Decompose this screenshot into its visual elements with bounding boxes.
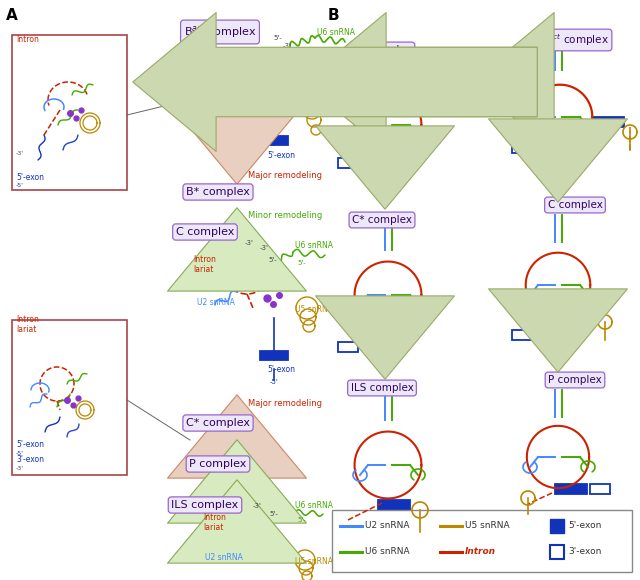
Bar — [550, 545, 564, 559]
Text: B* complex: B* complex — [186, 187, 250, 197]
Text: C complex: C complex — [176, 227, 234, 237]
Text: 5'-: 5'- — [313, 47, 322, 53]
Text: ILS complex: ILS complex — [172, 500, 239, 510]
Text: 5'-exon: 5'-exon — [267, 365, 295, 374]
Text: -3': -3' — [16, 151, 24, 156]
Text: U6 snRNA: U6 snRNA — [295, 241, 333, 250]
Text: 5'-: 5'- — [568, 35, 577, 41]
Text: B* complex: B* complex — [352, 45, 412, 55]
Text: Intron: Intron — [237, 88, 260, 97]
Text: 3'-exon: 3'-exon — [16, 455, 44, 464]
Bar — [590, 484, 610, 494]
Text: U6 snRNA: U6 snRNA — [317, 28, 355, 37]
Text: 5'-: 5'- — [297, 517, 306, 523]
Text: -3': -3' — [253, 503, 262, 509]
Text: 5'-exon: 5'-exon — [568, 521, 602, 531]
Bar — [555, 316, 587, 326]
Text: 5'-exon: 5'-exon — [16, 173, 44, 182]
Text: U2 snRNA: U2 snRNA — [205, 553, 243, 562]
Text: 5'-: 5'- — [268, 257, 276, 263]
Text: Intron
lariat: Intron lariat — [16, 314, 39, 334]
Text: -3': -3' — [260, 245, 269, 251]
Text: A: A — [527, 134, 532, 143]
Bar — [512, 143, 532, 153]
Text: 5'-: 5'- — [297, 260, 306, 266]
Text: U2 snRNA: U2 snRNA — [210, 53, 248, 62]
Text: 5'-exon: 5'-exon — [16, 440, 44, 449]
Bar — [12, 320, 127, 475]
Text: -5': -5' — [270, 379, 279, 385]
Text: B$^{act}$ complex: B$^{act}$ complex — [541, 32, 609, 48]
Text: B: B — [328, 8, 340, 23]
Text: -5': -5' — [16, 451, 24, 456]
Text: 5'-exon: 5'-exon — [267, 151, 295, 160]
Text: -3': -3' — [245, 240, 254, 246]
Bar — [512, 330, 532, 340]
Bar — [592, 117, 624, 127]
Bar — [338, 342, 358, 352]
Text: C* complex: C* complex — [352, 215, 412, 225]
Bar — [555, 484, 587, 494]
Text: Intron
lariat: Intron lariat — [203, 513, 226, 532]
Bar — [332, 510, 632, 572]
Text: 5'-: 5'- — [555, 35, 564, 41]
Text: U5 snRNA: U5 snRNA — [295, 557, 333, 566]
Text: (BPS): (BPS) — [522, 144, 538, 149]
Text: 3'-: 3'- — [227, 83, 236, 89]
Text: U5 snRNA: U5 snRNA — [317, 98, 355, 107]
Text: U6 snRNA: U6 snRNA — [365, 548, 410, 556]
Text: Major remodeling: Major remodeling — [248, 172, 322, 180]
Text: P complex: P complex — [548, 375, 602, 385]
Text: Intron: Intron — [465, 548, 496, 556]
Text: Major remodeling: Major remodeling — [248, 400, 322, 408]
Text: C* complex: C* complex — [186, 418, 250, 428]
Text: 5'-: 5'- — [273, 35, 282, 41]
Text: P complex: P complex — [189, 459, 246, 469]
Text: Intron: Intron — [16, 35, 39, 44]
Text: 5'-: 5'- — [269, 511, 278, 517]
Text: -5': -5' — [16, 183, 24, 188]
Text: U5 snRNA: U5 snRNA — [465, 521, 509, 531]
Bar — [378, 500, 410, 510]
Text: U2 snRNA: U2 snRNA — [197, 298, 235, 307]
Text: U5 snRNA: U5 snRNA — [295, 305, 333, 314]
Text: -3': -3' — [283, 43, 292, 49]
Text: Intron
lariat: Intron lariat — [193, 255, 216, 274]
Text: B$^{act}$ complex: B$^{act}$ complex — [184, 23, 257, 41]
Bar — [260, 136, 288, 145]
Bar — [12, 35, 127, 190]
Text: 3'-exon: 3'-exon — [568, 548, 602, 556]
Bar — [378, 328, 410, 338]
Bar — [338, 158, 358, 168]
Text: ILS complex: ILS complex — [351, 383, 413, 393]
Bar — [550, 519, 564, 533]
Text: A: A — [6, 8, 18, 23]
Bar — [378, 158, 410, 168]
Text: U6 snRNA: U6 snRNA — [295, 501, 333, 510]
Text: U2 snRNA: U2 snRNA — [365, 521, 410, 531]
Text: Minor remodeling: Minor remodeling — [248, 212, 323, 220]
Text: C complex: C complex — [548, 200, 602, 210]
Bar — [260, 351, 288, 360]
Text: -3': -3' — [16, 466, 24, 471]
